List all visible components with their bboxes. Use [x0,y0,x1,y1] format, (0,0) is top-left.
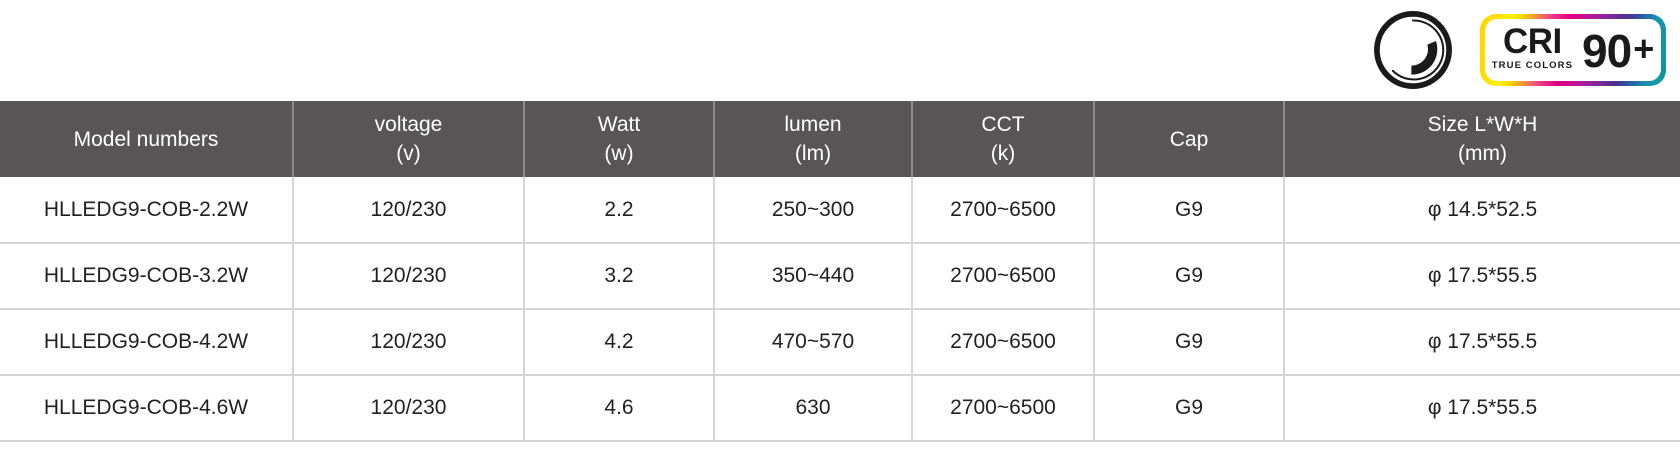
cell-voltage: 120/230 [293,309,525,376]
column-header-line1: Cap [1169,127,1209,151]
cell-cap: G9 [1094,177,1285,244]
cell-model: HLLEDG9-COB-4.2W [0,309,294,376]
column-header-line1: Model numbers [73,127,219,151]
cri-plus-sign: + [1633,28,1655,69]
column-header-watt: Watt (w) [524,101,715,177]
column-header-lumen: lumen (lm) [714,101,913,177]
cell-size: φ 14.5*52.5 [1284,177,1680,244]
product-spec-table: Model numbers voltage (v) Watt (w) lumen… [0,101,1680,442]
column-header-line1: Watt [597,113,641,136]
cell-size: φ 17.5*55.5 [1284,243,1680,310]
table-body: HLLEDG9-COB-2.2W 120/230 2.2 250~300 270… [0,177,1680,442]
column-header-cct: CCT (k) [912,101,1095,177]
column-header-cap: Cap [1094,101,1285,177]
cell-cap: G9 [1094,243,1285,310]
table-header-row: Model numbers voltage (v) Watt (w) lumen… [0,101,1680,177]
table-row: HLLEDG9-COB-4.6W 120/230 4.6 630 2700~65… [0,375,1680,442]
table-header: Model numbers voltage (v) Watt (w) lumen… [0,101,1680,177]
cell-model: HLLEDG9-COB-2.2W [0,177,294,244]
cell-cap: G9 [1094,375,1285,442]
cell-size: φ 17.5*55.5 [1284,375,1680,442]
cell-watt: 4.6 [524,375,715,442]
column-header-line2: (w) [604,142,634,165]
column-header-line1: voltage [374,113,443,136]
column-header-size: Size L*W*H (mm) [1284,101,1680,177]
table-row: HLLEDG9-COB-3.2W 120/230 3.2 350~440 270… [0,243,1680,310]
column-header-line1: CCT [981,113,1025,136]
cri-number: 90 [1582,25,1632,77]
cell-lumen: 350~440 [714,243,913,310]
column-header-line1: Size L*W*H [1427,113,1538,136]
cell-watt: 3.2 [524,243,715,310]
cell-lumen: 630 [714,375,913,442]
table-row: HLLEDG9-COB-4.2W 120/230 4.2 470~570 270… [0,309,1680,376]
table-row: HLLEDG9-COB-2.2W 120/230 2.2 250~300 270… [0,177,1680,244]
cri-90-plus-badge: CRI TRUE COLORS 90 + [1480,14,1666,86]
cell-cct: 2700~6500 [912,243,1095,310]
cell-watt: 2.2 [524,177,715,244]
column-header-voltage: voltage (v) [293,101,525,177]
cri-badge-content: CRI TRUE COLORS 90 + [1491,21,1655,77]
column-header-line2: (v) [396,142,421,165]
badge-strip: CRI TRUE COLORS 90 + [0,0,1680,100]
column-header-model-numbers: Model numbers [0,101,294,177]
cell-voltage: 120/230 [293,243,525,310]
column-header-line2: (k) [990,142,1016,165]
cell-voltage: 120/230 [293,375,525,442]
cell-voltage: 120/230 [293,177,525,244]
cell-cap: G9 [1094,309,1285,376]
cri-badge-inner: CRI TRUE COLORS 90 + [1485,19,1661,81]
cell-size: φ 17.5*55.5 [1284,309,1680,376]
column-header-line2: (lm) [794,142,832,165]
cri-subtitle: TRUE COLORS [1491,59,1574,71]
cell-cct: 2700~6500 [912,309,1095,376]
cell-cct: 2700~6500 [912,375,1095,442]
cri-word: CRI [1503,21,1562,61]
column-header-line1: lumen [784,113,842,136]
cell-cct: 2700~6500 [912,177,1095,244]
cri-word-group: CRI TRUE COLORS [1491,21,1574,71]
cell-watt: 4.2 [524,309,715,376]
column-header-line2: (mm) [1458,142,1507,165]
cell-lumen: 470~570 [714,309,913,376]
cell-model: HLLEDG9-COB-4.6W [0,375,294,442]
circle-arc-logo-icon [1374,11,1452,89]
cell-model: HLLEDG9-COB-3.2W [0,243,294,310]
cell-lumen: 250~300 [714,177,913,244]
